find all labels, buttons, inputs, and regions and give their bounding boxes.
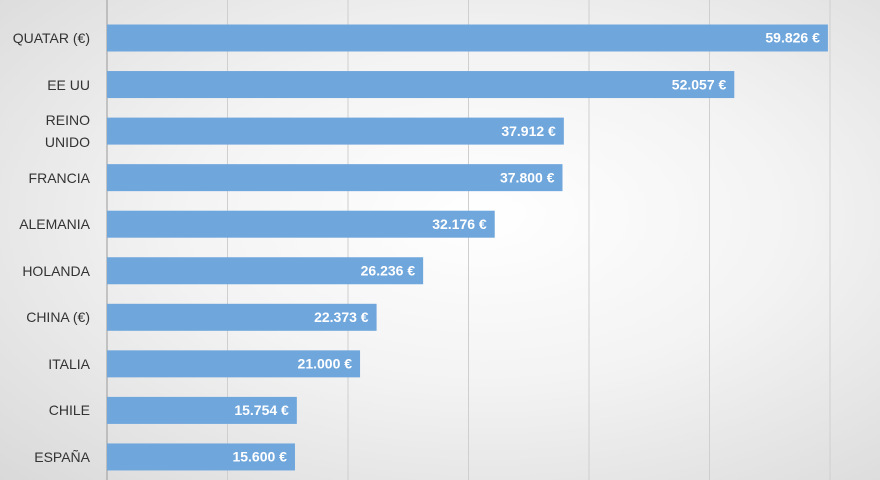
bar — [107, 303, 377, 331]
value-label: 52.057 € — [672, 76, 727, 92]
bar — [107, 71, 735, 99]
y-tick-label: CHILE — [48, 402, 90, 419]
value-label: 15.754 € — [234, 402, 289, 418]
value-label: 37.912 € — [501, 123, 556, 139]
y-tick-label: QUATAR (€) — [12, 30, 90, 46]
y-tick-label: HOLANDA — [22, 262, 90, 279]
y-tick-label: ESPAÑA — [34, 448, 90, 465]
bar — [107, 350, 361, 378]
bar — [107, 164, 563, 192]
y-tick-label: ALEMANIA — [19, 216, 90, 233]
bar — [107, 210, 495, 238]
value-label: 32.176 € — [432, 216, 487, 232]
y-tick-label: EE UU — [47, 76, 90, 93]
value-label: 22.373 € — [314, 309, 369, 325]
y-tick-label: REINO UNIDO — [44, 112, 90, 151]
bar — [107, 117, 564, 145]
bar — [107, 257, 424, 285]
bar — [107, 24, 828, 52]
value-label: 59.826 € — [765, 30, 820, 46]
value-label: 21.000 € — [298, 356, 353, 372]
y-tick-label: ITALIA — [48, 355, 90, 372]
y-tick-label: CHINA (€) — [26, 309, 90, 326]
bar — [107, 396, 297, 424]
value-label: 15.600 € — [232, 449, 287, 465]
y-tick-label: FRANCIA — [28, 169, 90, 186]
value-label: 37.800 € — [500, 169, 555, 185]
bar — [107, 443, 295, 471]
value-label: 26.236 € — [361, 262, 416, 278]
